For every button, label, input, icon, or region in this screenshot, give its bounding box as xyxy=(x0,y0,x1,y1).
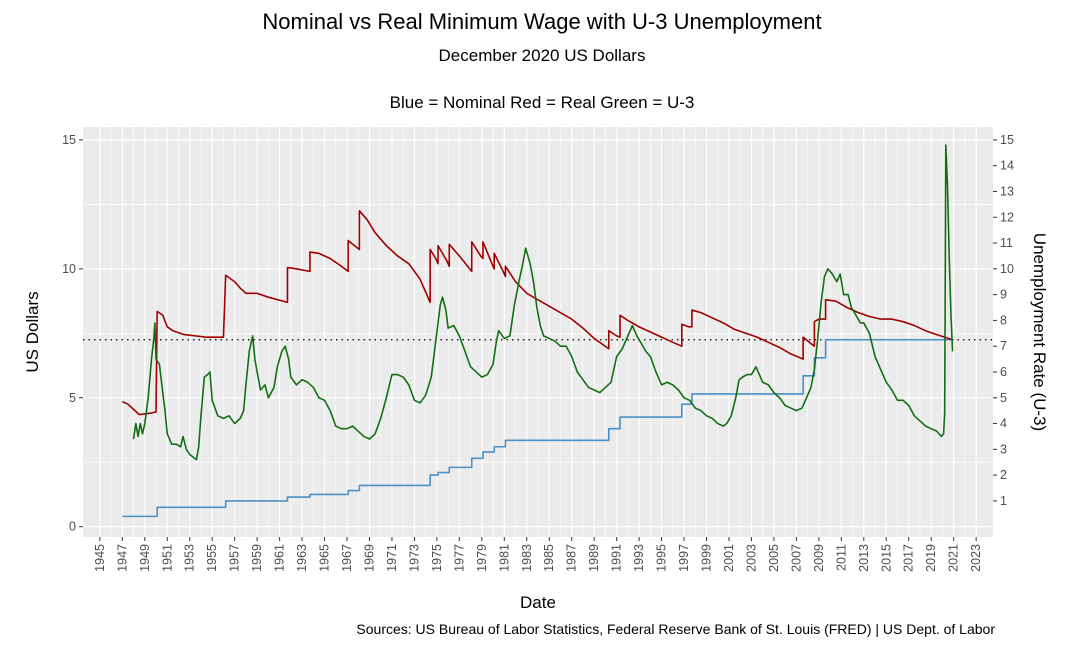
x-tick-label: 1981 xyxy=(497,544,511,572)
x-tick-label: 1971 xyxy=(385,544,399,572)
x-tick-label: 1959 xyxy=(250,544,264,572)
x-tick-label: 1969 xyxy=(362,544,376,572)
series-line-nominal xyxy=(122,338,953,518)
x-tick-label: 1999 xyxy=(700,544,714,572)
x-tick-label: 1953 xyxy=(183,544,197,572)
x-tick-label: 2015 xyxy=(879,544,893,572)
x-tick-label: 2023 xyxy=(969,544,983,572)
y2-tick-label: 11 xyxy=(1000,236,1013,250)
y2-tick-label: 8 xyxy=(1000,313,1007,327)
x-tick-label: 2007 xyxy=(789,544,803,572)
y2-tick-label: 15 xyxy=(1000,133,1014,147)
x-axis-title: Date xyxy=(520,593,556,612)
x-tick-label: 2009 xyxy=(812,544,826,572)
x-tick-label: 1991 xyxy=(610,544,624,572)
legend-note: Blue = Nominal Red = Real Green = U-3 xyxy=(389,93,695,112)
chart-subtitle: December 2020 US Dollars xyxy=(438,46,646,65)
x-tick-label: 2005 xyxy=(767,544,781,572)
y-tick-label: 10 xyxy=(62,262,76,276)
x-tick-label: 1947 xyxy=(115,544,129,572)
series-line-real xyxy=(121,210,953,416)
x-tick-label: 2013 xyxy=(857,544,871,572)
axes: 1945 1947 1949 1951 1953 1955 1957 1959 1961 1963… xyxy=(62,133,1014,572)
y2-tick-label: 13 xyxy=(1000,184,1014,198)
y2-axis-title: Unemployment Rate (U-3) xyxy=(1030,233,1049,431)
series-group xyxy=(121,144,954,518)
x-tick-label: 1995 xyxy=(655,544,669,572)
y-tick-label: 5 xyxy=(69,391,76,405)
x-tick-label: 1967 xyxy=(340,544,354,572)
y2-tick-label: 12 xyxy=(1000,210,1014,224)
x-tick-label: 1989 xyxy=(587,544,601,572)
y2-tick-label: 9 xyxy=(1000,288,1007,302)
x-tick-label: 2021 xyxy=(947,544,961,572)
x-tick-label: 1957 xyxy=(228,544,242,572)
x-tick-label: 1955 xyxy=(205,544,219,572)
x-tick-label: 1985 xyxy=(542,544,556,572)
y2-tick-label: 10 xyxy=(1000,262,1014,276)
x-tick-label: 1979 xyxy=(475,544,489,572)
x-tick-label: 1993 xyxy=(632,544,646,572)
x-tick-label: 1977 xyxy=(452,544,466,572)
x-tick-label: 2017 xyxy=(902,544,916,572)
y2-tick-label: 1 xyxy=(1000,494,1007,508)
x-tick-label: 2001 xyxy=(722,544,736,572)
x-tick-label: 2003 xyxy=(744,544,758,572)
y-axis-title: US Dollars xyxy=(23,291,42,372)
x-tick-label: 1997 xyxy=(677,544,691,572)
y2-tick-label: 14 xyxy=(1000,159,1014,173)
y2-tick-label: 5 xyxy=(1000,391,1007,405)
y-tick-label: 15 xyxy=(62,133,76,147)
chart-title: Nominal vs Real Minimum Wage with U-3 Un… xyxy=(262,9,822,34)
y2-tick-label: 2 xyxy=(1000,468,1007,482)
y2-tick-label: 4 xyxy=(1000,417,1007,431)
x-tick-label: 1987 xyxy=(565,544,579,572)
x-tick-label: 1961 xyxy=(273,544,287,572)
y2-tick-label: 3 xyxy=(1000,442,1007,456)
x-tick-label: 1983 xyxy=(520,544,534,572)
y2-tick-label: 6 xyxy=(1000,365,1007,379)
y2-tick-label: 7 xyxy=(1000,339,1007,353)
x-tick-label: 1951 xyxy=(160,544,174,572)
x-tick-label: 1965 xyxy=(318,544,332,572)
x-tick-label: 1949 xyxy=(138,544,152,572)
x-tick-label: 1973 xyxy=(407,544,421,572)
x-tick-label: 2019 xyxy=(924,544,938,572)
x-tick-label: 1975 xyxy=(430,544,444,572)
x-tick-label: 1963 xyxy=(295,544,309,572)
x-tick-label: 2011 xyxy=(834,544,848,571)
y-tick-label: 0 xyxy=(69,520,76,534)
series-line-u-3 xyxy=(132,144,954,461)
x-tick-label: 1945 xyxy=(93,544,107,572)
chart-caption: Sources: US Bureau of Labor Statistics, … xyxy=(356,621,995,637)
